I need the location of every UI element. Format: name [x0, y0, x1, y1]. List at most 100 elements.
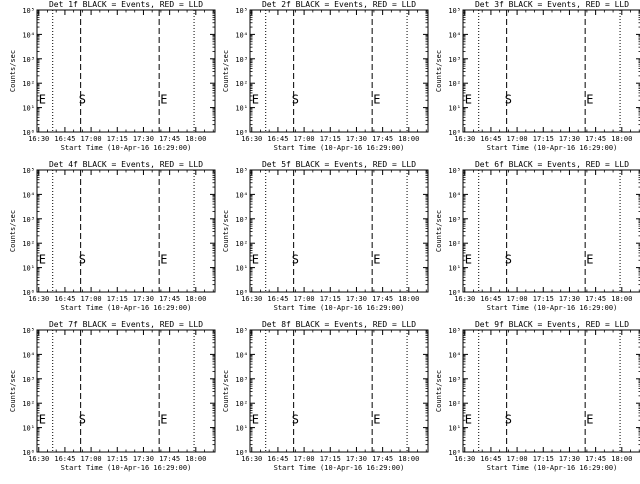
panel-4-y-tick-label: 10⁰	[22, 289, 35, 297]
panel-7-frame	[36, 329, 216, 453]
panel-6-end-label: E	[586, 252, 593, 266]
panel-3-y-tick-label: 10⁰	[448, 129, 461, 137]
panel-4-x-axis-label: Start Time (10-Apr-16 16:29:00)	[61, 304, 192, 312]
panel-1-x-axis-label: Start Time (10-Apr-16 16:29:00)	[61, 144, 192, 152]
panel-8-y-tick-label: 10³	[235, 376, 248, 384]
panel-6-frame	[462, 169, 640, 293]
panel-7-end-label: E	[160, 412, 167, 426]
panel-7-x-tick-label: 17:45	[159, 455, 180, 463]
panel-8-x-tick-label: 17:45	[372, 455, 393, 463]
panel-2-x-tick-label: 16:30	[241, 135, 262, 143]
panel-3-title: Det 3f BLACK = Events, RED = LLD	[475, 0, 629, 9]
panel-2-frame	[249, 9, 429, 133]
panel-5-y-tick-label: 10³	[235, 216, 248, 224]
panel-1-y-tick-label: 10¹	[22, 105, 35, 113]
panel-5-frame	[249, 169, 429, 293]
panel-1-x-tick-label: 18:00	[185, 135, 206, 143]
panel-2-title: Det 2f BLACK = Events, RED = LLD	[262, 0, 416, 9]
panel-3-x-tick-label: 17:30	[559, 135, 580, 143]
panel-4-end-label-left: E	[39, 252, 46, 266]
panel-8-x-axis-label: Start Time (10-Apr-16 16:29:00)	[274, 464, 405, 472]
panel-3-x-tick-label: 18:00	[611, 135, 632, 143]
panel-4-x-tick-label: 18:00	[185, 295, 206, 303]
panel-6-x-tick-label: 17:45	[585, 295, 606, 303]
panel-2-y-tick-label: 10⁵	[235, 7, 248, 15]
panel-8-x-tick-label: 16:45	[267, 455, 288, 463]
panel-2-x-tick-label: 17:30	[346, 135, 367, 143]
panel-1-x-tick-label: 16:30	[28, 135, 49, 143]
panel-5-y-tick-label: 10⁴	[235, 191, 248, 199]
panel-1-x-tick-label: 17:15	[107, 135, 128, 143]
panel-3-start-label: S	[505, 92, 512, 106]
panel-2-y-axis-label: Counts/sec	[222, 50, 230, 92]
panel-2-x-tick-label: 17:00	[294, 135, 315, 143]
panel-3-x-tick-label: 17:15	[533, 135, 554, 143]
panel-1-end-label: E	[160, 92, 167, 106]
panel-3-x-tick-label: 17:00	[507, 135, 528, 143]
panel-3-y-tick-label: 10⁴	[448, 31, 461, 39]
panel-9-y-tick-label: 10¹	[448, 425, 461, 433]
panel-6-y-tick-label: 10⁵	[448, 167, 461, 175]
panel-4-x-tick-label: 17:00	[81, 295, 102, 303]
panel-2-y-tick-label: 10⁴	[235, 31, 248, 39]
panel-1-y-tick-label: 10²	[22, 80, 35, 88]
panel-8-x-tick-label: 18:00	[398, 455, 419, 463]
panel-1-x-tick-label: 16:45	[54, 135, 75, 143]
panel-6-y-tick-label: 10¹	[448, 265, 461, 273]
panel-5-x-axis-label: Start Time (10-Apr-16 16:29:00)	[274, 304, 405, 312]
panel-2-x-tick-label: 18:00	[398, 135, 419, 143]
panel-7-y-tick-label: 10⁰	[22, 449, 35, 457]
panel-3-y-tick-label: 10⁵	[448, 7, 461, 15]
panel-6-end-label-left: E	[465, 252, 472, 266]
panel-2-end-label: E	[373, 92, 380, 106]
panel-7-x-tick-label: 17:15	[107, 455, 128, 463]
panel-1-y-axis-label: Counts/sec	[9, 50, 17, 92]
panel-7-x-tick-label: 17:30	[133, 455, 154, 463]
panel-5-x-tick-label: 17:15	[320, 295, 341, 303]
panel-3-y-tick-label: 10³	[448, 56, 461, 64]
panel-3-frame	[462, 9, 640, 133]
panel-9-x-axis-label: Start Time (10-Apr-16 16:29:00)	[487, 464, 618, 472]
panel-6-x-tick-label: 17:15	[533, 295, 554, 303]
panel-3-x-tick-label: 16:30	[454, 135, 475, 143]
panel-4-title: Det 4f BLACK = Events, RED = LLD	[49, 160, 203, 169]
panel-6-y-axis-label: Counts/sec	[435, 210, 443, 252]
panel-1-x-tick-label: 17:00	[81, 135, 102, 143]
panel-9-x-tick-label: 17:45	[585, 455, 606, 463]
panel-3-y-axis-label: Counts/sec	[435, 50, 443, 92]
panel-8-y-tick-label: 10¹	[235, 425, 248, 433]
panel-5-x-tick-label: 17:00	[294, 295, 315, 303]
panel-2-start-label: S	[292, 92, 299, 106]
panel-8-start-label: S	[292, 412, 299, 426]
panel-8-x-tick-label: 16:30	[241, 455, 262, 463]
panel-1-y-tick-label: 10⁰	[22, 129, 35, 137]
panel-5-end-label-left: E	[252, 252, 259, 266]
panel-7-y-tick-label: 10¹	[22, 425, 35, 433]
panel-8-end-label-left: E	[252, 412, 259, 426]
panel-8-y-tick-label: 10⁴	[235, 351, 248, 359]
panel-9-x-tick-label: 16:30	[454, 455, 475, 463]
panel-8-frame	[249, 329, 429, 453]
panel-9-title: Det 9f BLACK = Events, RED = LLD	[475, 320, 629, 329]
panel-6-x-tick-label: 16:30	[454, 295, 475, 303]
panel-4-frame	[36, 169, 216, 293]
panel-7-x-tick-label: 18:00	[185, 455, 206, 463]
panel-6-x-tick-label: 16:45	[480, 295, 501, 303]
panel-9-x-tick-label: 16:45	[480, 455, 501, 463]
panel-8-x-tick-label: 17:15	[320, 455, 341, 463]
panel-6-title: Det 6f BLACK = Events, RED = LLD	[475, 160, 629, 169]
panel-4-x-tick-label: 17:45	[159, 295, 180, 303]
panel-7-y-tick-label: 10⁴	[22, 351, 35, 359]
panel-5-y-tick-label: 10¹	[235, 265, 248, 273]
panel-1-x-tick-label: 17:45	[159, 135, 180, 143]
panel-9-y-axis-label: Counts/sec	[435, 370, 443, 412]
panel-7-start-label: S	[79, 412, 86, 426]
panel-5-y-tick-label: 10⁰	[235, 289, 248, 297]
panel-8-x-tick-label: 17:00	[294, 455, 315, 463]
panel-1-frame	[36, 9, 216, 133]
panel-6-x-tick-label: 18:00	[611, 295, 632, 303]
panel-1-y-tick-label: 10³	[22, 56, 35, 64]
panel-9-y-tick-label: 10²	[448, 400, 461, 408]
